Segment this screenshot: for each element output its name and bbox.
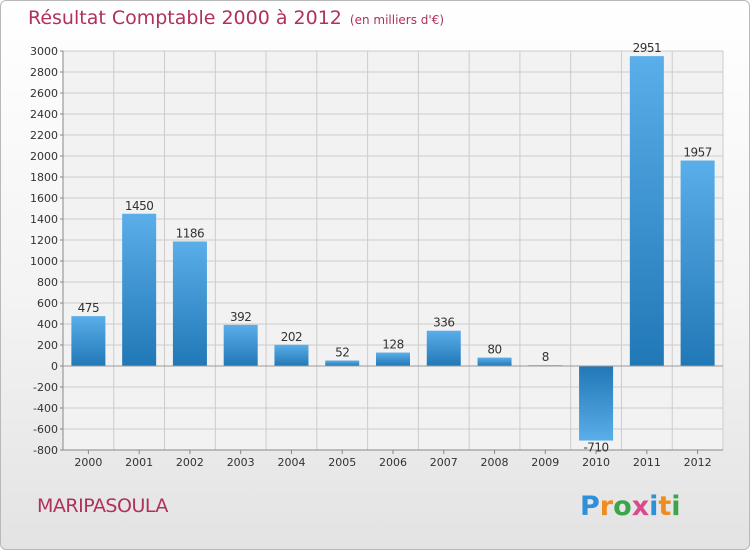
proxiti-logo: Proxiti [580,491,681,522]
x-tick-label: 2009 [531,456,559,469]
bar-2006 [376,352,410,366]
y-tick-label: 2800 [30,66,58,79]
x-tick-label: 2001 [125,456,153,469]
y-tick-label: 2600 [30,87,58,100]
bar-2004 [274,344,309,366]
y-tick-label: 2200 [30,129,58,142]
x-tick-label: 2010 [582,456,610,469]
chart-title-text: Résultat Comptable 2000 à 2012 [28,7,342,29]
logo-letter: t [658,491,672,522]
value-label: 1450 [125,199,154,213]
x-tick-label: 2011 [633,456,661,469]
y-tick-label: 2000 [30,150,58,163]
y-tick-label: 1800 [30,171,58,184]
value-label: 202 [281,330,302,344]
chart-title: Résultat Comptable 2000 à 2012 (en millie… [28,7,444,29]
x-tick-label: 2012 [684,456,712,469]
logo-letter: i [671,491,681,522]
bar-2000 [71,316,106,366]
bar-2007 [426,330,461,366]
y-tick-label: 2400 [30,108,58,121]
y-tick-label: 800 [37,276,58,289]
value-label: 336 [433,316,454,330]
value-label: 392 [230,310,251,324]
y-tick-label: 400 [37,318,58,331]
x-tick-label: 2007 [430,456,458,469]
y-tick-label: 1200 [30,234,58,247]
logo-letter: x [631,491,650,522]
bar-2002 [172,241,207,366]
x-tick-label: 2006 [379,456,407,469]
y-tick-label: 600 [37,297,58,310]
value-label: -710 [583,441,608,455]
y-tick-label: 1400 [30,213,58,226]
bar-2003 [223,324,258,366]
y-tick-label: -600 [33,423,58,436]
x-tick-label: 2000 [74,456,102,469]
y-tick-label: 3000 [30,45,58,58]
x-tick-label: 2004 [277,456,305,469]
x-tick-label: 2002 [176,456,204,469]
y-tick-label: 1000 [30,255,58,268]
y-tick-label: 1600 [30,192,58,205]
value-label: 52 [335,346,349,360]
value-label: 8 [542,350,549,364]
bar-2012 [680,160,715,366]
x-tick-label: 2003 [227,456,255,469]
y-tick-label: 0 [51,360,58,373]
value-label: 475 [78,301,99,315]
commune-name: MARIPASOULA [37,495,168,517]
value-label: 2951 [633,41,662,55]
bar-2011 [629,56,664,367]
plot-area [63,51,723,450]
y-tick-label: 200 [37,339,58,352]
logo-letter: i [649,491,659,522]
value-label: 128 [382,338,403,352]
y-tick-label: -200 [33,381,58,394]
logo-letter: r [599,491,614,522]
value-label: 1186 [176,226,205,240]
bar-2005 [325,360,360,366]
logo-letter: o [613,491,632,522]
y-tick-label: -400 [33,402,58,415]
logo-letter: P [580,491,600,522]
unit-note: (en milliers d'€) [349,13,445,27]
x-tick-label: 2008 [481,456,509,469]
value-label: 80 [487,343,501,357]
x-tick-label: 2005 [328,456,356,469]
value-label: 1957 [683,146,712,160]
bar-2010 [579,366,614,441]
y-tick-label: -800 [33,444,58,457]
bar-2001 [122,213,157,366]
bar-2008 [477,357,512,366]
